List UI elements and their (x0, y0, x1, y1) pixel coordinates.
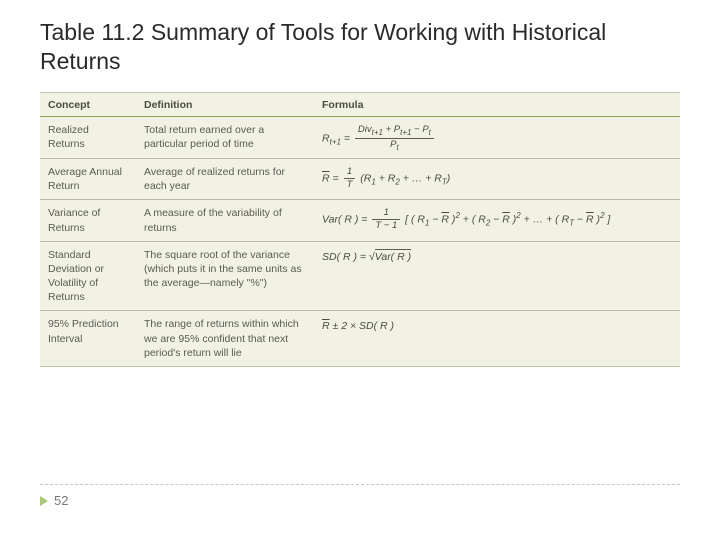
table-row: 95% Prediction Interval The range of ret… (40, 311, 680, 366)
page-number: 52 (54, 493, 68, 508)
table-row: Variance of Returns A measure of the var… (40, 200, 680, 241)
cell-formula-average: R = 1T (R1 + R2 + … + RT) (314, 159, 680, 200)
cell-definition: The square root of the variance (which p… (136, 241, 314, 311)
table-container: Concept Definition Formula Realized Retu… (40, 92, 680, 367)
slide-container: Table 11.2 Summary of Tools for Working … (0, 0, 720, 367)
header-definition: Definition (136, 93, 314, 117)
slide-footer: 52 (40, 484, 680, 508)
table-row: Average Annual Return Average of realize… (40, 159, 680, 200)
cell-concept: 95% Prediction Interval (40, 311, 136, 366)
cell-concept: Standard Deviation or Volatility of Retu… (40, 241, 136, 311)
cell-formula-variance: Var( R ) = 1T − 1 [ ( R1 − R )2 + ( R2 −… (314, 200, 680, 241)
cell-formula-realized: Rt+1 = Divt+1 + Pt+1 − PtPt (314, 116, 680, 159)
header-concept: Concept (40, 93, 136, 117)
table-row: Standard Deviation or Volatility of Retu… (40, 241, 680, 311)
cell-definition: The range of returns within which we are… (136, 311, 314, 366)
header-formula: Formula (314, 93, 680, 117)
cell-concept: Variance of Returns (40, 200, 136, 241)
table-row: Realized Returns Total return earned ove… (40, 116, 680, 159)
summary-table: Concept Definition Formula Realized Retu… (40, 93, 680, 366)
cell-formula-interval: R ± 2 × SD( R ) (314, 311, 680, 366)
cell-formula-sd: SD( R ) = √Var( R ) (314, 241, 680, 311)
arrow-icon (40, 496, 48, 506)
page-marker: 52 (40, 493, 680, 508)
cell-concept: Realized Returns (40, 116, 136, 159)
cell-definition: A measure of the variability of returns (136, 200, 314, 241)
cell-definition: Total return earned over a particular pe… (136, 116, 314, 159)
cell-concept: Average Annual Return (40, 159, 136, 200)
slide-title: Table 11.2 Summary of Tools for Working … (40, 18, 680, 76)
cell-definition: Average of realized returns for each yea… (136, 159, 314, 200)
table-header-row: Concept Definition Formula (40, 93, 680, 117)
